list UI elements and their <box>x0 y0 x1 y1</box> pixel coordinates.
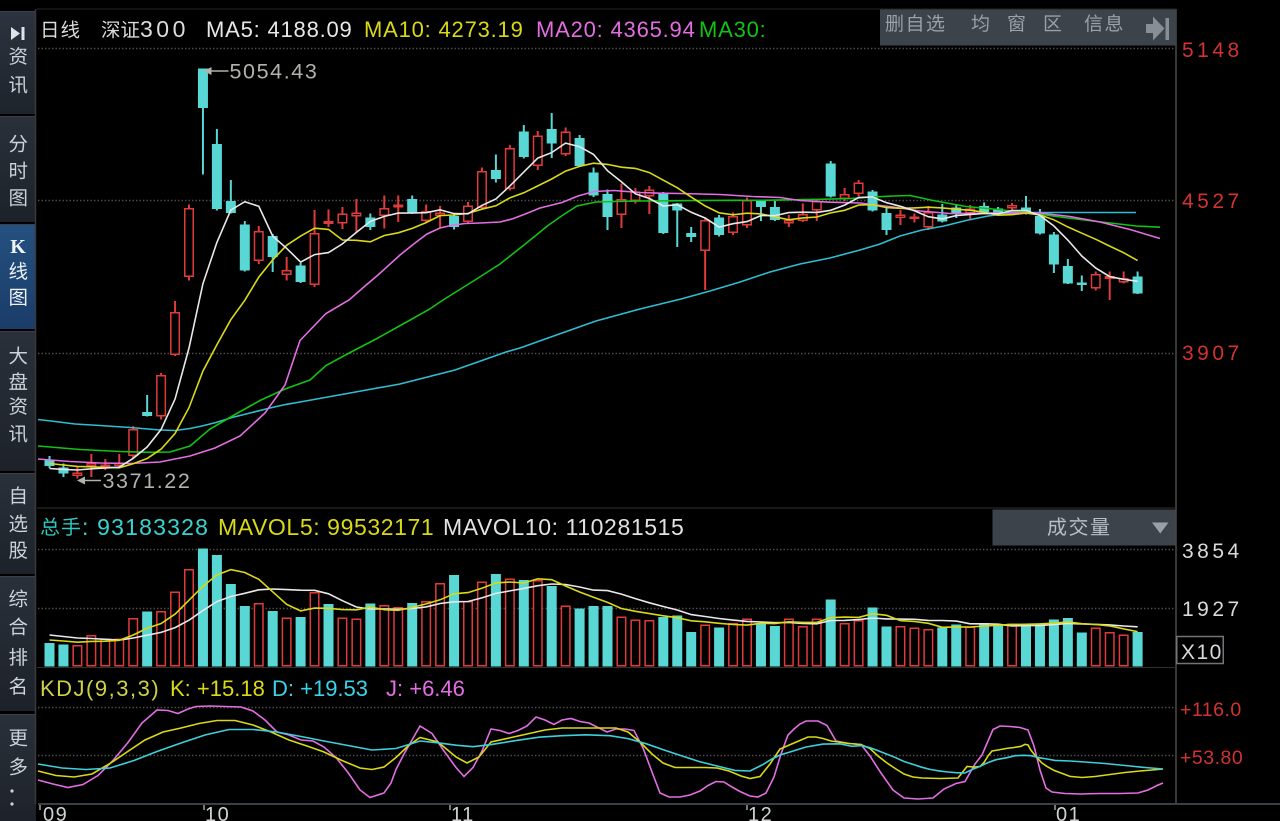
svg-text:5054.43: 5054.43 <box>230 60 319 84</box>
svg-text:+116.0: +116.0 <box>1180 699 1242 721</box>
svg-text:3854: 3854 <box>1182 540 1243 563</box>
svg-text:MAVOL5: 99532171: MAVOL5: 99532171 <box>218 514 434 540</box>
svg-text:K: K <box>10 236 26 258</box>
svg-text:5148: 5148 <box>1182 39 1243 62</box>
svg-text:J: +6.46: J: +6.46 <box>386 676 465 701</box>
svg-text:MA20: 4365.94: MA20: 4365.94 <box>536 17 696 42</box>
svg-text:D: +19.53: D: +19.53 <box>272 676 368 701</box>
svg-text:: 93183328: : 93183328 <box>82 514 209 540</box>
svg-text:+53.80: +53.80 <box>1180 747 1243 769</box>
svg-text:10: 10 <box>205 804 230 821</box>
svg-text:MA10: 4273.19: MA10: 4273.19 <box>364 17 524 42</box>
svg-text:MA30:: MA30: <box>699 17 767 42</box>
svg-text:K: +15.18: K: +15.18 <box>170 676 265 701</box>
svg-text:12: 12 <box>748 804 773 821</box>
svg-text:3371.22: 3371.22 <box>103 469 192 493</box>
svg-text:MA5: 4188.09: MA5: 4188.09 <box>206 17 353 42</box>
svg-text:X10: X10 <box>1181 641 1223 664</box>
svg-text:1927: 1927 <box>1182 598 1243 621</box>
svg-text:11: 11 <box>451 804 475 821</box>
svg-text:300: 300 <box>140 16 189 42</box>
svg-text:09: 09 <box>43 804 68 821</box>
svg-text:KDJ(9,3,3): KDJ(9,3,3) <box>40 676 160 701</box>
svg-text:01: 01 <box>1056 804 1081 821</box>
svg-text:MAVOL10: 110281515: MAVOL10: 110281515 <box>443 514 684 540</box>
svg-text:3907: 3907 <box>1182 342 1243 365</box>
svg-text:4527: 4527 <box>1182 190 1243 213</box>
